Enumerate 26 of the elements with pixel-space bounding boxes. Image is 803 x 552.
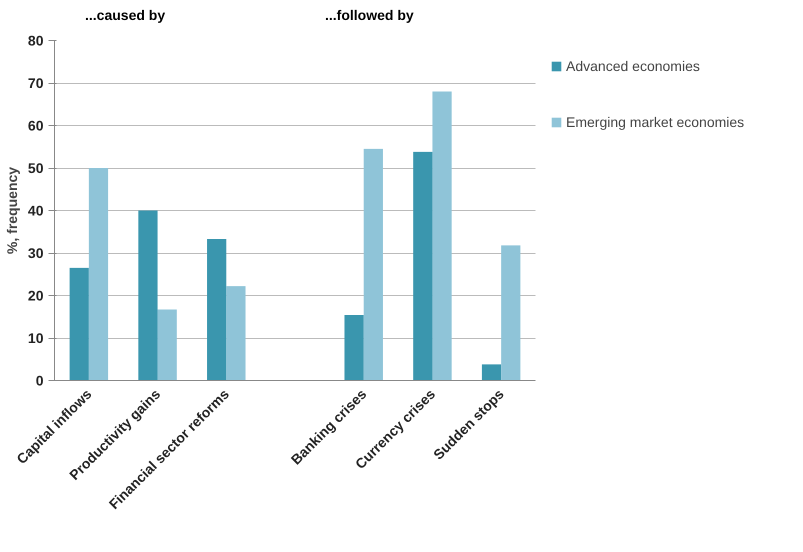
bar xyxy=(158,310,177,380)
bar xyxy=(432,92,452,380)
bar xyxy=(70,268,89,380)
bar xyxy=(413,152,432,380)
legend-label: Emerging market economies xyxy=(566,114,744,130)
y-tick-label: 40 xyxy=(28,202,44,218)
text: ...caused by xyxy=(85,6,166,25)
legend-label: Advanced economies xyxy=(566,58,700,74)
text: ...followed by xyxy=(325,6,414,25)
bar xyxy=(88,168,108,380)
bar xyxy=(364,148,383,380)
bar xyxy=(344,315,364,380)
bar xyxy=(501,245,520,380)
y-tick-label: 80 xyxy=(28,32,44,48)
y-tick-label: 60 xyxy=(28,118,44,134)
bar xyxy=(207,238,226,380)
bar xyxy=(482,364,502,380)
y-tick-label: 30 xyxy=(28,245,44,261)
y-tick-label: 0 xyxy=(36,372,44,388)
bar xyxy=(226,286,246,380)
y-tick-label: 20 xyxy=(28,288,44,304)
y-tick-label: 70 xyxy=(28,75,44,91)
bar xyxy=(138,210,158,380)
y-axis-title: %, frequency xyxy=(4,166,20,254)
y-tick-label: 10 xyxy=(28,330,44,346)
y-tick-label: 50 xyxy=(28,160,44,176)
